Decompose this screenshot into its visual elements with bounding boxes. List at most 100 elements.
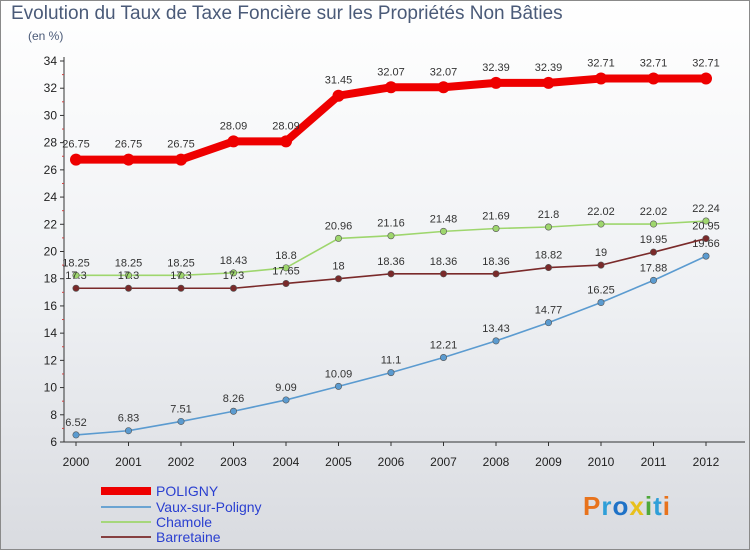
data-label: 28.09 [220, 120, 248, 132]
data-label: 18.25 [167, 257, 195, 269]
y-tick-label: 20 [44, 245, 58, 259]
data-label: 26.75 [115, 139, 143, 151]
data-point [227, 135, 240, 148]
data-label: 32.71 [640, 58, 668, 70]
data-point [647, 72, 660, 85]
data-label: 6.52 [65, 417, 86, 429]
y-tick-label: 24 [44, 190, 58, 204]
data-label: 31.45 [325, 75, 353, 87]
data-point [544, 319, 552, 327]
y-tick-label: 22 [44, 217, 58, 231]
data-point [437, 81, 450, 94]
data-point [72, 271, 80, 279]
data-label: 21.16 [377, 218, 405, 230]
logo-letter: r [601, 491, 613, 521]
data-label: 32.71 [692, 58, 720, 70]
x-tick-label: 2007 [430, 455, 457, 469]
data-point [492, 270, 500, 278]
data-point [649, 276, 657, 284]
y-tick-label: 12 [44, 353, 58, 367]
data-label: 18.36 [430, 256, 458, 268]
data-point [175, 153, 187, 166]
data-point [334, 382, 342, 390]
data-point [280, 135, 292, 148]
legend-label: Vaux-sur-Poligny [156, 499, 262, 515]
data-point [492, 225, 500, 233]
data-point [334, 234, 342, 242]
data-point [230, 284, 238, 292]
data-point [282, 279, 290, 287]
legend-label: Chamole [156, 514, 212, 530]
x-tick-label: 2001 [115, 455, 142, 469]
y-tick-label: 14 [44, 326, 58, 340]
x-tick-label: 2000 [63, 455, 90, 469]
data-point [595, 72, 607, 85]
x-tick-label: 2011 [641, 455, 667, 469]
data-label: 14.77 [535, 305, 563, 317]
x-tick-label: 2012 [693, 455, 720, 469]
data-point [542, 76, 555, 89]
data-point [387, 270, 395, 278]
data-point [649, 248, 657, 256]
x-tick-label: 2010 [588, 455, 615, 469]
data-label: 10.09 [325, 368, 353, 380]
data-point [334, 275, 342, 283]
data-label: 7.51 [170, 403, 191, 415]
logo-letter: i [662, 491, 671, 521]
y-tick-label: 6 [50, 435, 57, 449]
data-label: 18.36 [377, 256, 405, 268]
data-label: 32.71 [587, 58, 615, 70]
data-label: 9.09 [275, 382, 296, 394]
data-point [544, 223, 552, 231]
data-point [702, 217, 710, 225]
data-point [70, 153, 82, 166]
data-point [125, 271, 133, 279]
data-label: 6.83 [118, 413, 139, 425]
data-point [230, 269, 238, 277]
data-label: 32.07 [430, 66, 458, 78]
data-point [177, 284, 185, 292]
data-point [439, 353, 447, 361]
y-tick-label: 32 [44, 81, 58, 95]
data-point [122, 153, 135, 166]
data-label: 18.8 [275, 250, 296, 262]
data-point [72, 431, 80, 439]
data-point [649, 220, 657, 228]
data-point [387, 369, 395, 377]
data-label: 20.96 [325, 220, 353, 232]
data-label: 32.07 [377, 66, 405, 78]
data-label: 19 [595, 247, 607, 259]
data-point [702, 252, 710, 260]
logo-letter: i [644, 491, 654, 521]
x-tick-label: 2003 [220, 455, 247, 469]
data-point [125, 284, 133, 292]
data-point [177, 417, 185, 425]
data-point [332, 89, 345, 102]
data-point [544, 264, 552, 272]
data-label: 11.1 [381, 355, 402, 367]
data-label: 22.02 [587, 206, 615, 218]
x-tick-label: 2005 [325, 455, 352, 469]
data-label: 18.36 [482, 256, 510, 268]
y-tick-label: 28 [44, 136, 58, 150]
y-tick-label: 8 [50, 408, 57, 422]
legend-label: Barretaine [156, 529, 221, 545]
logo-letter: t [653, 491, 663, 521]
x-tick-label: 2008 [483, 455, 510, 469]
x-tick-label: 2002 [168, 455, 195, 469]
data-point [597, 220, 605, 228]
unit-label: (en %) [28, 29, 64, 43]
data-point [702, 235, 710, 243]
data-point [230, 407, 238, 415]
data-point [700, 72, 712, 85]
data-label: 16.25 [587, 285, 615, 297]
x-tick-label: 2006 [378, 455, 405, 469]
data-label: 21.8 [538, 209, 559, 221]
data-point [597, 261, 605, 269]
data-point [125, 427, 133, 435]
y-tick-label: 16 [44, 299, 58, 313]
data-label: 26.75 [167, 139, 195, 151]
data-label: 8.26 [223, 393, 244, 405]
data-label: 32.39 [482, 62, 510, 74]
data-label: 22.02 [640, 206, 668, 218]
